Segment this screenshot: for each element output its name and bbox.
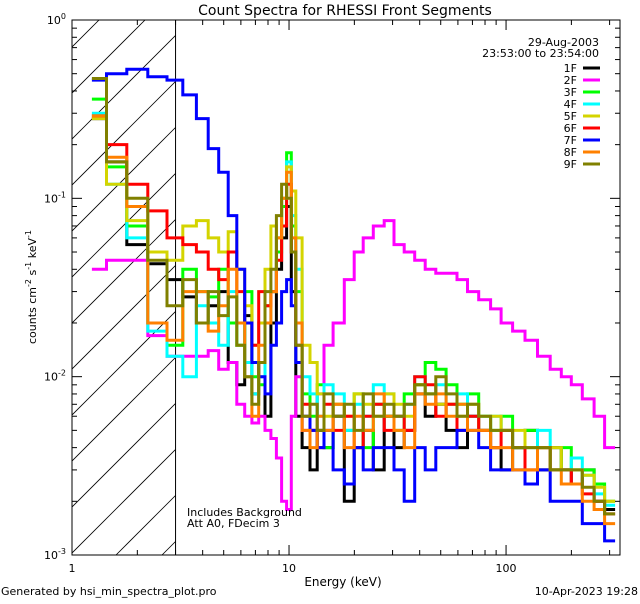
footer-timestamp: 10-Apr-2023 19:28	[535, 585, 638, 598]
legend-label-9f: 9F	[564, 158, 577, 171]
legend-label-5f: 5F	[564, 110, 577, 123]
x-axis-label: Energy (keV)	[304, 575, 381, 589]
annotation-background: Includes Background	[187, 506, 302, 519]
legend-date: 29-Aug-2003	[528, 36, 599, 49]
legend-label-1f: 1F	[564, 62, 577, 75]
overlay-text: 29-Aug-2003 23:53:00 to 23:54:00 Include…	[187, 36, 599, 530]
chart-title: Count Spectra for RHESSI Front Segments	[198, 3, 492, 19]
hatch-line	[72, 20, 146, 94]
series-line-9f	[91, 77, 616, 516]
y-axis-label: counts cm-2 s-1 keV-1	[24, 230, 39, 344]
plot-frame	[71, 19, 621, 556]
series-line-7f	[91, 67, 616, 543]
legend-time-range: 23:53:00 to 23:54:00	[482, 47, 599, 60]
x-tick-label: 10	[282, 562, 296, 575]
annotation-attenuator: Att A0, FDecim 3	[187, 517, 280, 530]
hatch-line	[0, 0, 78, 555]
legend-label-7f: 7F	[564, 134, 577, 147]
hatch-line	[72, 20, 192, 140]
legend-label-4f: 4F	[564, 98, 577, 111]
y-tick-label: 10-1	[44, 190, 66, 205]
legend-label-3f: 3F	[564, 86, 577, 99]
y-tick-label: 100	[47, 12, 66, 27]
y-tick-label: 10-3	[44, 547, 66, 562]
legend-label-2f: 2F	[564, 74, 577, 87]
x-tick-label: 100	[496, 562, 517, 575]
series-group	[91, 67, 616, 543]
footer-generated-by: Generated by hsi_min_spectra_plot.pro	[1, 585, 217, 598]
series-line-2f	[91, 219, 616, 511]
legend-label-8f: 8F	[564, 146, 577, 159]
plot-background	[175, 20, 620, 555]
legend-label-6f: 6F	[564, 122, 577, 135]
hatch-line	[72, 20, 238, 186]
y-tick-label: 10-2	[44, 369, 66, 384]
x-tick-label: 1	[69, 562, 76, 575]
